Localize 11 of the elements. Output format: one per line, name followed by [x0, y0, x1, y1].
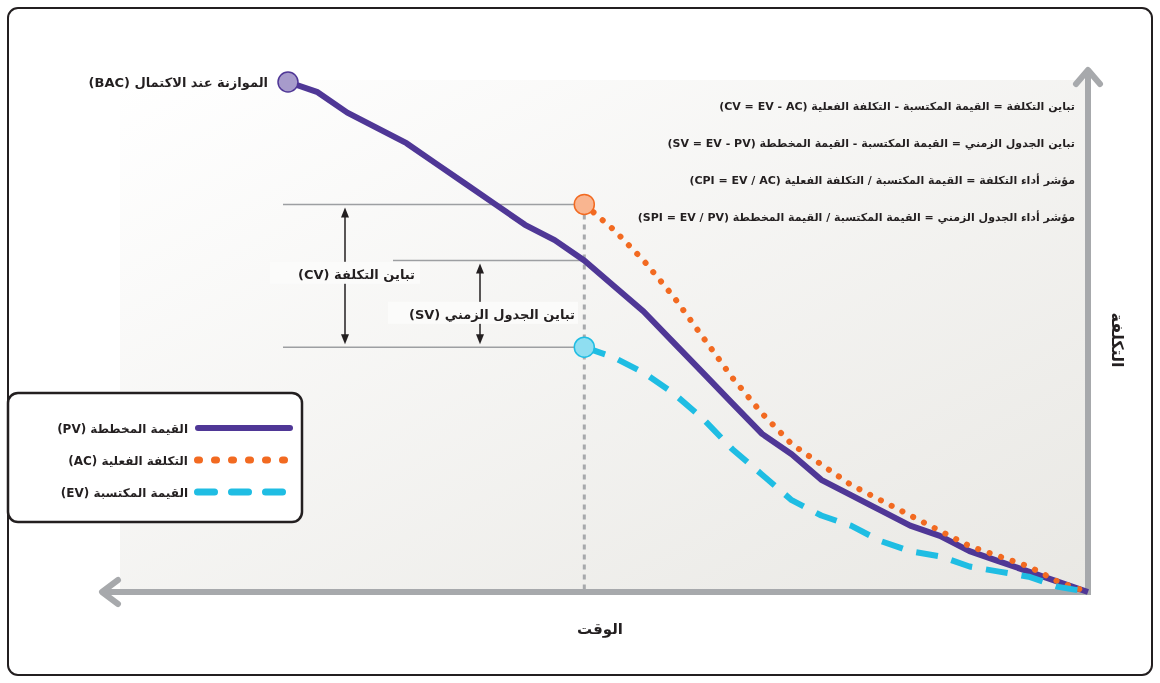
annotation: تباين التكلفة (CV) — [298, 266, 415, 282]
legend-label: القيمة المكتسبة (EV) — [60, 486, 188, 500]
text: الموازنة عند الاكتمال (BAC) — [88, 75, 268, 90]
legend-label: التكلفة الفعلية (AC) — [68, 454, 188, 468]
annotation: تباين الجدول الزمني (SV) — [408, 306, 575, 322]
annotation: تباين التكلفة = القيمة المكتسبة - التكلفة الفعلية (CV = EV - AC) — [719, 100, 1075, 113]
x-axis-title: الوقت — [577, 620, 623, 638]
annotation: مؤشر أداء الجدول الزمني = القيمة المكتسبة / القيمة المخططة (SPI = EV / PV) — [637, 210, 1075, 224]
annotation: مؤشر أداء التكلفة = القيمة المكتسبة / التكلفة الفعلية (CPI = EV / AC) — [689, 173, 1075, 187]
annotation: تباين الجدول الزمني = القيمة المكتسبة - القيمة المخططة (SV = EV - PV) — [667, 137, 1075, 150]
y-axis-title: التكلفة — [1108, 312, 1127, 368]
